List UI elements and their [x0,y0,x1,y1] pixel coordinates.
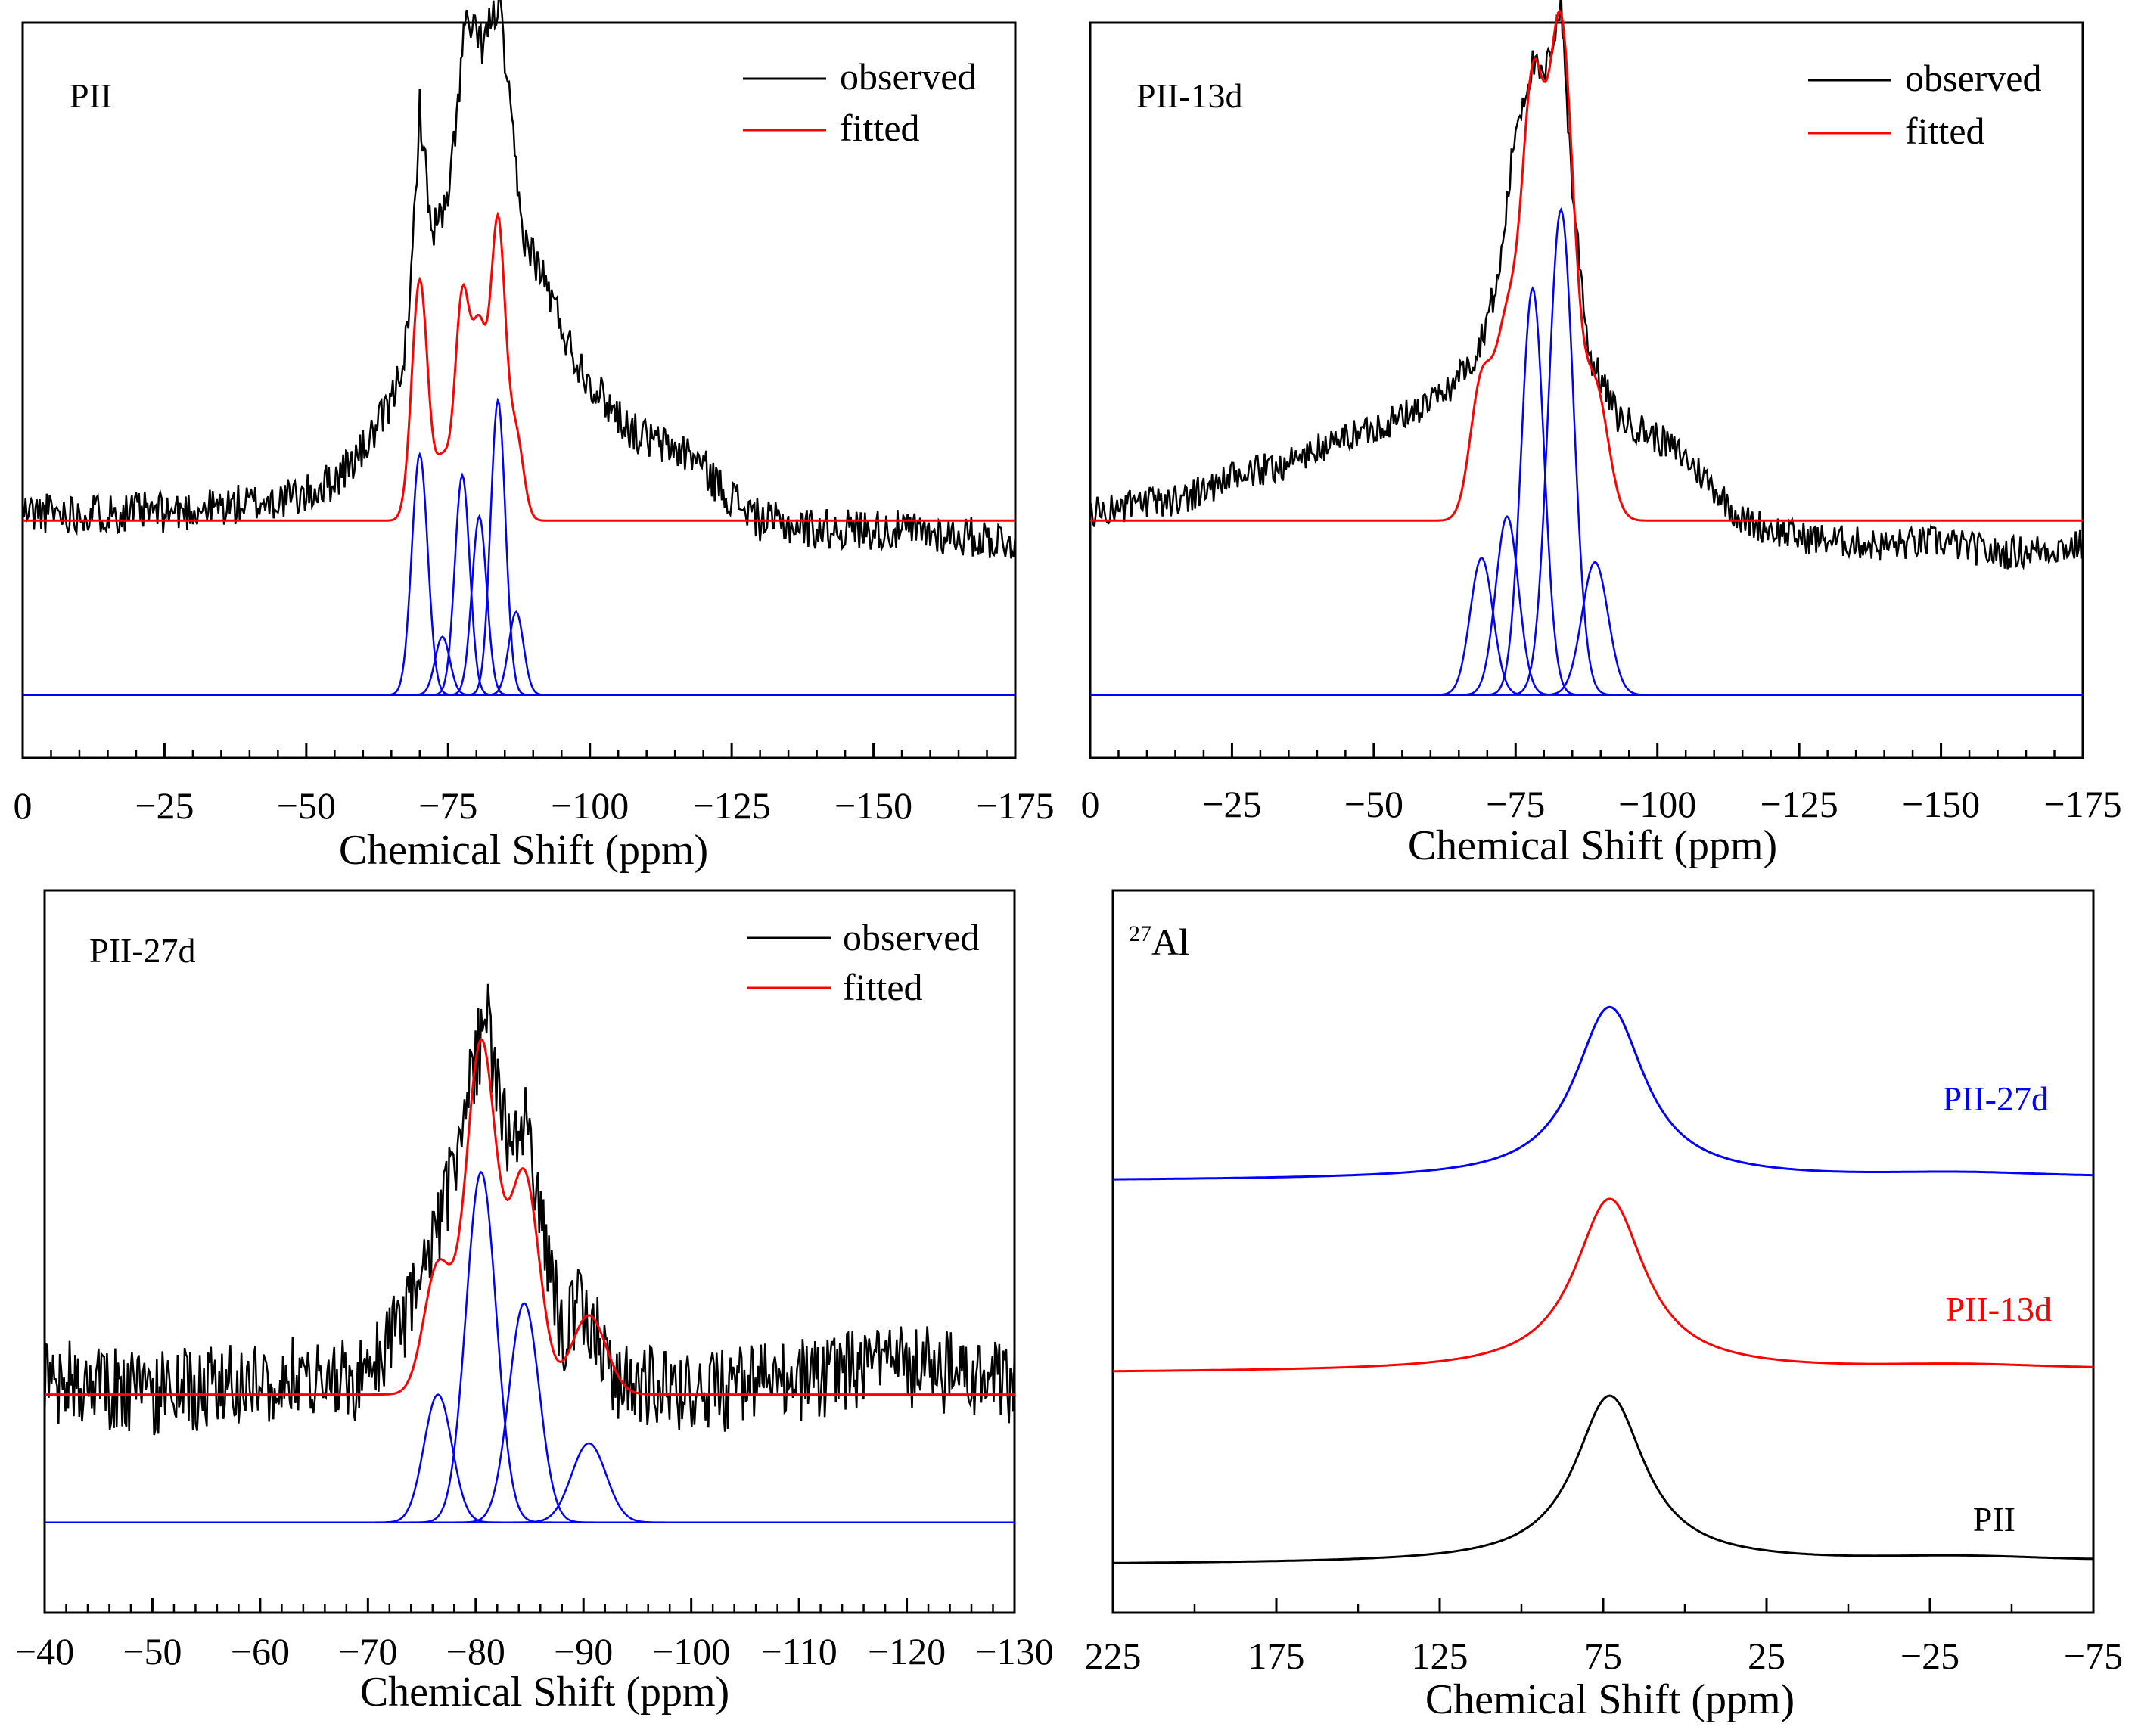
spectrum-line-pii-13d [1113,1197,2093,1373]
plot-frame [1111,889,2095,1614]
panel-title: PII-27d [89,931,196,970]
x-tick-label: −120 [868,1630,946,1672]
plot-frame [43,889,1016,1614]
x-tick-label: 0 [1081,783,1100,825]
x-tick-label: −175 [2043,783,2121,825]
legend-fitted-label: fitted [840,107,920,149]
x-tick-label: −50 [1344,783,1403,825]
fit-component-line [1090,515,2083,696]
x-tick-label: −100 [652,1630,730,1672]
x-tick-label: −80 [446,1630,505,1672]
panel-title: PII-13d [1136,76,1243,115]
series-label-pii: PII [1973,1500,2015,1539]
x-tick-label: −125 [1761,783,1838,825]
x-tick-label: −40 [15,1630,74,1672]
x-tick-label: −75 [2064,1635,2123,1677]
panel-title-superscript: 27 [1129,921,1151,946]
x-tick-label: −100 [551,784,629,827]
chart-pii: 0 −25 −50 −75 −100 −125 −150 −175 PII observed … [14,0,1055,874]
fit-component-line [1090,207,2083,696]
x-axis-label: Chemical Shift (ppm) [339,827,708,874]
x-tick-label: −175 [976,784,1054,827]
series-label-pii-13d: PII-13d [1945,1290,2052,1328]
x-axis-label: Chemical Shift (ppm) [1425,1676,1795,1723]
legend-fitted-label: fitted [843,966,923,1008]
legend-observed-label: observed [1905,57,2042,99]
legend-observed-label: observed [843,916,980,958]
panel-title: 27Al [1129,921,1189,963]
x-tick-label: −150 [1902,783,1980,825]
observed-line [43,983,1016,1436]
chart-pii-13d: 0 −25 −50 −75 −100 −125 −150 −175 PII-13d obser… [1081,0,2122,869]
x-tick-label: −25 [135,784,194,827]
fitted-line [1090,8,2083,522]
fit-component-line [23,610,1015,696]
fit-component-line [1090,561,2083,696]
legend-observed-label: observed [840,55,977,98]
x-tick-label: −50 [123,1630,182,1672]
observed-line [21,0,1017,559]
chart-pii-27d: −40 −50 −60 −70 −80 −90 −100 −110 −120 −130 PII-2… [15,889,1054,1716]
chart-27al: 225 175 125 75 25 −25 −75 27Al PII-27d PII-13d… [1085,889,2123,1723]
plot-frame [1089,21,2084,759]
x-tick-label: 25 [1748,1635,1785,1677]
spectrum-line-pii [1113,1394,2094,1564]
x-tick-label: 0 [14,784,33,827]
panel-title: PII [70,76,112,115]
panel-title-main: Al [1151,921,1189,963]
x-tick-label: −150 [834,784,912,827]
fit-component-line [45,1442,1015,1523]
legend-fitted-label: fitted [1905,110,1985,152]
fit-component-line [45,1393,1015,1523]
plot-frame [21,21,1017,759]
fitted-line [45,1038,1015,1396]
x-tick-label: −50 [277,784,336,827]
x-tick-label: −110 [760,1630,837,1672]
x-tick-label: −130 [975,1630,1053,1672]
x-axis-label: Chemical Shift (ppm) [1408,822,1777,869]
x-tick-label: 75 [1584,1635,1622,1677]
x-tick-label: 125 [1412,1635,1468,1677]
spectrum-line-pii-27d [1113,1005,2094,1181]
x-tick-label: −70 [338,1630,397,1672]
x-tick-label: −90 [554,1630,613,1672]
fit-component-line [23,514,1015,696]
x-tick-label: −25 [1202,783,1261,825]
x-tick-label: 175 [1248,1635,1305,1677]
x-axis-label: Chemical Shift (ppm) [360,1669,729,1716]
fit-component-line [23,452,1015,696]
fitted-line [23,211,1015,522]
observed-line [1089,0,2084,571]
x-tick-label: −75 [1486,783,1545,825]
x-tick-label: −75 [418,784,477,827]
fit-component-line [23,635,1015,696]
x-tick-label: −125 [693,784,771,827]
x-tick-label: 225 [1085,1635,1142,1677]
x-tick-label: −60 [231,1630,290,1672]
series-label-pii-27d: PII-27d [1942,1079,2049,1118]
x-tick-label: −25 [1900,1635,1959,1677]
x-tick-label: −100 [1618,783,1696,825]
fit-component-line [45,1302,1015,1523]
